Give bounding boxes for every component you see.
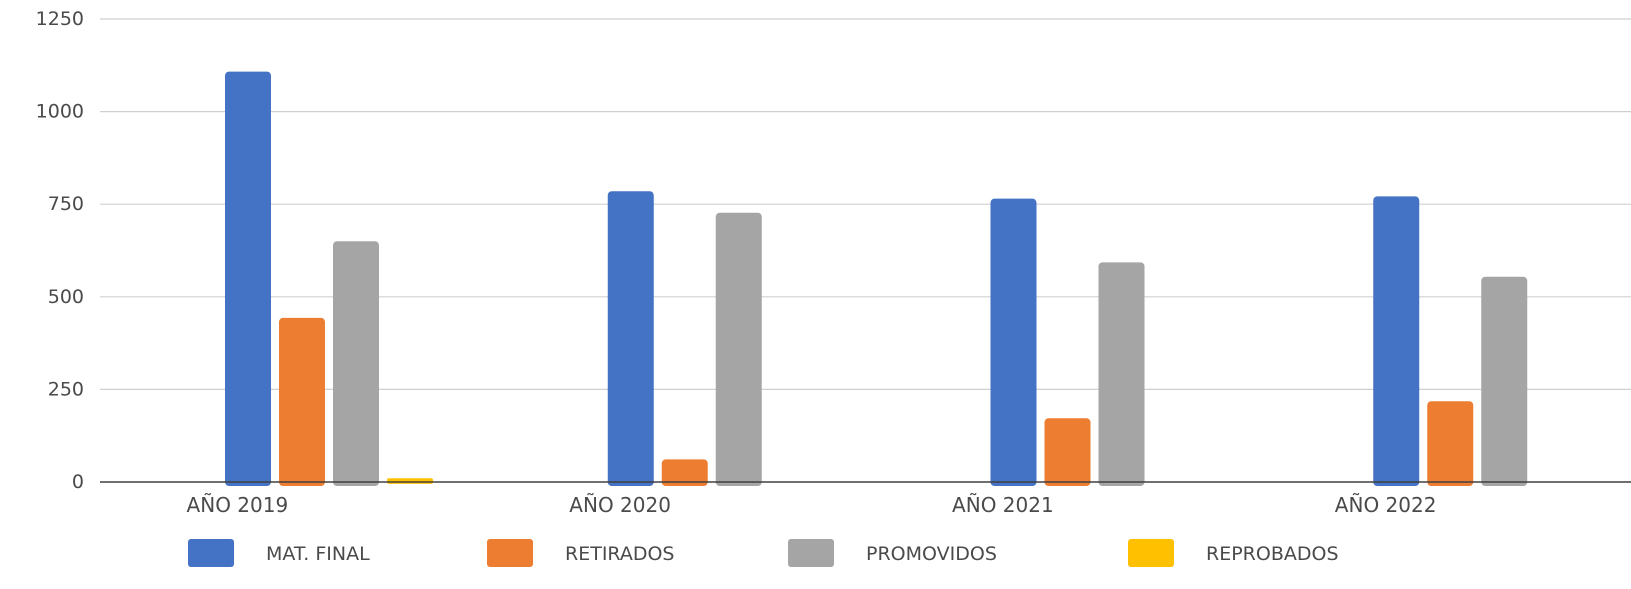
y-tick-label-250: 250: [48, 378, 84, 400]
bar-retirados-2: [1044, 418, 1091, 486]
bar-mat-final-0: [225, 71, 271, 486]
bar-promovidos-1: [715, 212, 762, 487]
bar-mat-final-1: [607, 191, 654, 486]
bar-retirados-0: [279, 317, 325, 486]
legend-swatch-reprobados: [1128, 539, 1174, 567]
bar-retirados-3: [1427, 401, 1474, 486]
y-tick-label-1250: 1250: [36, 8, 84, 30]
x-category-label-1: AÑO 2020: [569, 493, 671, 517]
legend-label-mat-final: MAT. FINAL: [266, 543, 370, 565]
legend-label-promovidos: PROMOVIDOS: [866, 543, 997, 565]
legend-label-reprobados: REPROBADOS: [1206, 543, 1339, 565]
bar-reprobados-0: [387, 478, 433, 484]
y-tick-label-500: 500: [48, 286, 84, 308]
bar-retirados-1: [661, 459, 708, 486]
legend-swatch-mat-final: [188, 539, 234, 567]
bar-promovidos-3: [1481, 276, 1528, 486]
bar-mat-final-3: [1373, 196, 1420, 486]
bar-promovidos-0: [333, 241, 379, 486]
legend: MAT. FINAL RETIRADOS PROMOVIDOS REPROBADOS: [188, 539, 1339, 567]
y-tick-label-0: 0: [72, 471, 84, 493]
legend-swatch-retirados: [487, 539, 533, 567]
x-axis-category-labels: AÑO 2019 AÑO 2020 AÑO 2021 AÑO 2022: [187, 493, 1437, 517]
x-category-label-0: AÑO 2019: [187, 493, 289, 517]
y-tick-label-750: 750: [48, 193, 84, 215]
legend-swatch-promovidos: [788, 539, 834, 567]
bar-promovidos-2: [1098, 262, 1145, 486]
y-tick-label-1000: 1000: [36, 101, 84, 123]
x-category-label-3: AÑO 2022: [1335, 493, 1437, 517]
legend-label-retirados: RETIRADOS: [565, 543, 675, 565]
bars: [225, 71, 1528, 487]
bar-mat-final-2: [990, 198, 1037, 487]
x-category-label-2: AÑO 2021: [952, 493, 1054, 517]
y-axis-tick-labels: 0 250 500 750 1000 1250: [36, 8, 84, 493]
